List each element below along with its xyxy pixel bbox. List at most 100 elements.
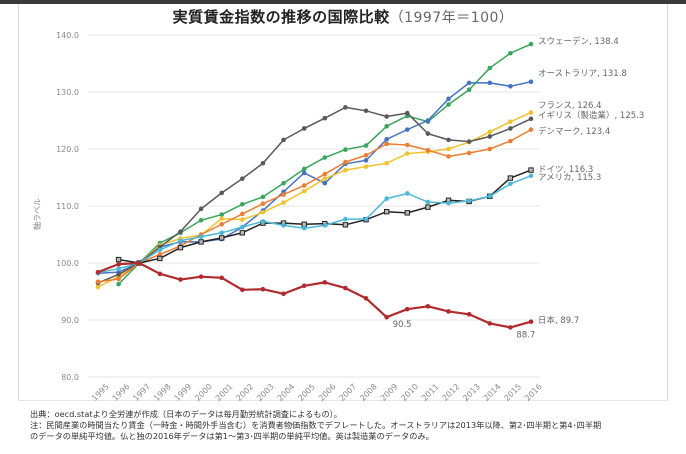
data-point bbox=[240, 176, 245, 181]
data-point bbox=[281, 137, 286, 143]
data-point bbox=[446, 200, 451, 206]
data-point bbox=[219, 212, 225, 217]
data-annotation: 90.5 bbox=[393, 320, 412, 330]
data-point bbox=[219, 235, 225, 241]
data-point bbox=[384, 160, 389, 166]
data-point bbox=[198, 274, 204, 279]
series-line bbox=[97, 111, 532, 288]
x-tick-label: 2009 bbox=[379, 382, 400, 403]
x-axis-ticks: 1995 1996 1997 1998 1999 2000 2001 2002 2003 2004… bbox=[90, 382, 544, 403]
data-point bbox=[260, 160, 266, 166]
data-point bbox=[136, 260, 142, 266]
data-point bbox=[260, 201, 266, 207]
data-point bbox=[157, 247, 163, 253]
data-point bbox=[219, 221, 225, 227]
x-tick-label: 2006 bbox=[317, 382, 338, 403]
data-point bbox=[363, 164, 369, 169]
x-tick-label: 2016 bbox=[523, 382, 544, 403]
series-line bbox=[97, 261, 532, 329]
data-point bbox=[404, 151, 410, 156]
data-point bbox=[198, 239, 204, 245]
data-point bbox=[301, 170, 307, 176]
data-point bbox=[363, 108, 369, 114]
data-point bbox=[343, 216, 348, 222]
data-point bbox=[508, 50, 513, 56]
data-point bbox=[446, 137, 451, 143]
series-日本 bbox=[95, 260, 534, 330]
y-tick-label: 130.0 bbox=[56, 88, 79, 97]
data-point bbox=[508, 126, 513, 131]
series-line bbox=[97, 81, 532, 275]
series-end-label: デンマーク, 123.4 bbox=[538, 126, 610, 137]
x-tick-label: 2013 bbox=[461, 382, 482, 403]
data-point bbox=[240, 217, 245, 222]
series-アメリカ bbox=[95, 173, 534, 275]
data-point bbox=[425, 118, 431, 123]
data-point bbox=[425, 147, 431, 153]
data-point bbox=[281, 192, 286, 197]
data-point bbox=[178, 277, 183, 282]
series-labels: スウェーデン, 138.4 オーストラリア, 131.8 フランス, 126.4イギ… bbox=[393, 36, 645, 340]
source-note: 出典：oecd.statより全労連が作成（日本のデータは毎月勤労統計調査によるも… bbox=[30, 409, 342, 419]
x-tick-label: 2012 bbox=[441, 382, 462, 403]
data-point bbox=[425, 204, 431, 210]
x-tick-label: 2001 bbox=[214, 382, 235, 403]
data-point bbox=[508, 84, 513, 89]
data-point bbox=[466, 87, 472, 93]
data-point bbox=[116, 272, 121, 277]
data-point bbox=[487, 321, 493, 326]
data-point bbox=[446, 309, 451, 314]
data-point bbox=[177, 244, 184, 251]
data-point bbox=[240, 201, 245, 207]
chart-title: 実質賃金指数の推移の国際比較（1997年＝100） bbox=[0, 6, 686, 27]
series-line bbox=[97, 106, 532, 284]
data-point bbox=[384, 141, 389, 147]
data-point bbox=[281, 291, 286, 297]
data-point bbox=[343, 147, 348, 152]
data-point bbox=[342, 222, 349, 228]
series-line bbox=[97, 128, 532, 283]
data-point bbox=[219, 230, 225, 236]
data-point bbox=[198, 234, 204, 240]
data-point bbox=[281, 200, 286, 205]
note-line-2: のデータの単純平均値。仏と独の2016年データは第1～第3･四半期の単純平均値。… bbox=[30, 431, 434, 441]
data-point bbox=[425, 304, 431, 309]
x-tick-label: 2010 bbox=[399, 382, 420, 403]
x-tick-label: 2002 bbox=[234, 382, 255, 403]
data-point bbox=[404, 142, 410, 148]
y-axis-label: 軸ラベル bbox=[32, 198, 42, 230]
x-tick-label: 1995 bbox=[90, 382, 111, 403]
data-point bbox=[384, 196, 389, 201]
series-end-label: フランス, 126.4 bbox=[538, 101, 602, 111]
x-tick-label: 1997 bbox=[131, 382, 152, 403]
data-point bbox=[383, 209, 390, 215]
x-tick-label: 2005 bbox=[296, 382, 317, 403]
data-point bbox=[219, 190, 225, 196]
data-point bbox=[157, 252, 163, 257]
data-point bbox=[466, 150, 472, 156]
y-tick-label: 100.0 bbox=[56, 259, 79, 268]
data-point bbox=[487, 146, 493, 152]
data-point bbox=[260, 286, 266, 292]
data-point bbox=[198, 206, 204, 212]
data-point bbox=[466, 139, 472, 144]
series-end-label: イギリス（製造業）, 125.3 bbox=[538, 110, 644, 121]
data-point bbox=[363, 143, 369, 148]
data-point bbox=[343, 167, 348, 173]
series-line bbox=[97, 175, 532, 274]
data-point bbox=[384, 137, 389, 142]
data-point bbox=[466, 80, 472, 86]
data-point bbox=[508, 138, 513, 144]
data-point bbox=[487, 65, 493, 71]
data-point bbox=[301, 283, 307, 289]
x-tick-label: 2011 bbox=[420, 382, 441, 403]
data-point bbox=[528, 79, 534, 85]
y-tick-label: 110.0 bbox=[56, 202, 79, 211]
x-tick-label: 1996 bbox=[111, 382, 132, 403]
data-point bbox=[508, 119, 513, 124]
data-point bbox=[487, 194, 493, 199]
data-point bbox=[301, 183, 307, 188]
data-point bbox=[528, 116, 534, 122]
x-tick-label: 2014 bbox=[482, 382, 503, 403]
